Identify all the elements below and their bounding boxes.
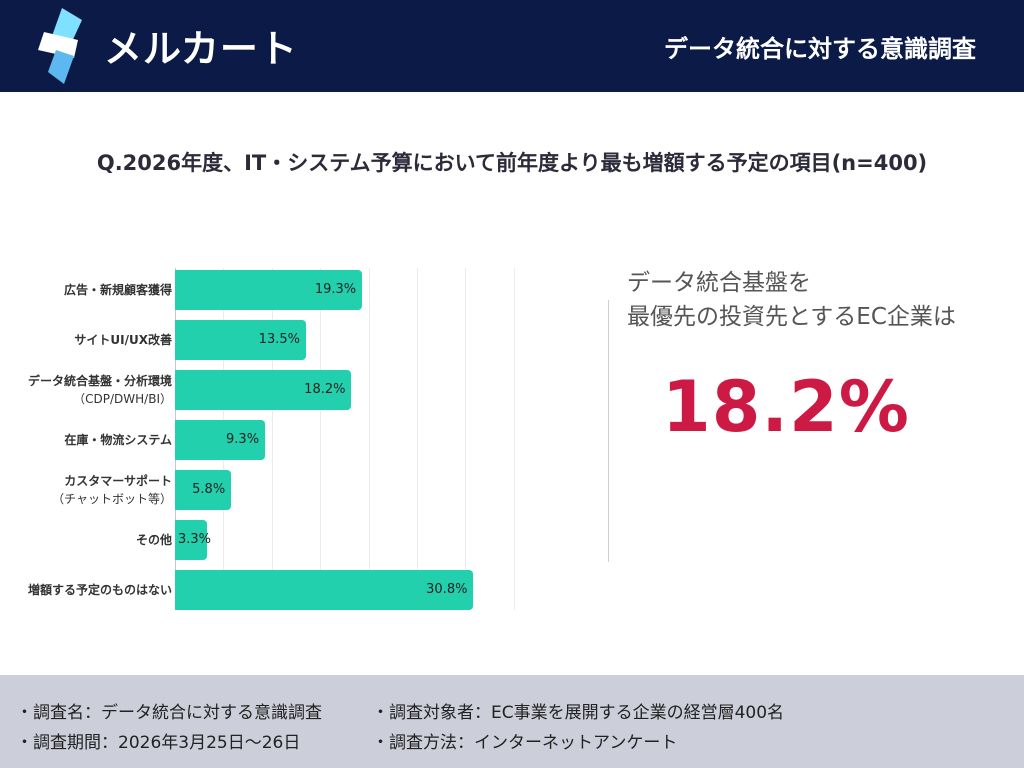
category-name: サイトUI/UX改善 (74, 333, 172, 347)
bar (175, 370, 352, 410)
bar (175, 420, 266, 460)
highlight-line-1: データ統合基盤を (627, 270, 811, 296)
bar-value-label: 5.8% (192, 482, 226, 497)
brand-name: メルカート (104, 27, 298, 71)
survey-title: データ統合に対する意識調査 (664, 35, 976, 63)
brand-logo-icon (38, 8, 82, 84)
category-sub: （チャットボット等） (52, 492, 172, 506)
footer-survey-name: ・調査名：データ統合に対する意識調査 (16, 703, 322, 723)
bar (175, 320, 306, 360)
footer: ・調査名：データ統合に対する意識調査 ・調査対象者：EC事業を展開する企業の経営… (0, 675, 1024, 768)
divider (608, 300, 609, 562)
category-name: 増額する予定のものはない (27, 583, 172, 597)
category-label: 増額する予定のものはない (28, 581, 172, 599)
category-label: 在庫・物流システム (64, 431, 172, 449)
category-label: サイトUI/UX改善 (74, 331, 172, 349)
question-title: Q.2026年度、IT・システム予算において前年度より最も増額する予定の項目(n… (96, 151, 928, 175)
highlight-line-2: 最優先の投資先とするEC企業は (627, 304, 956, 330)
bar-value-label: 9.3% (226, 432, 260, 447)
bar-value-label: 13.5% (258, 332, 300, 347)
category-name: 広告・新規顧客獲得 (63, 283, 172, 297)
bar-value-label: 18.2% (304, 382, 346, 397)
bar (175, 470, 232, 510)
header: メルカート データ統合に対する意識調査 (0, 0, 1024, 92)
category-name: 在庫・物流システム (64, 433, 172, 447)
highlight-caption: データ統合基盤を 最優先の投資先とするEC企業は (627, 266, 956, 334)
footer-survey-target: ・調査対象者：EC事業を展開する企業の経営層400名 (372, 703, 785, 723)
gridline (465, 268, 467, 610)
category-label: カスタマーサポート （チャットボット等） (52, 472, 172, 508)
bar (175, 520, 207, 560)
gridline (368, 268, 370, 610)
category-sub: （CDP/DWH/BI） (73, 392, 172, 406)
footer-survey-method: ・調査方法：インターネットアンケート (372, 733, 678, 753)
highlight-value: 18.2% (662, 366, 910, 448)
category-label: その他 (136, 531, 172, 549)
bar-value-label: 19.3% (314, 282, 357, 297)
bar (175, 570, 474, 610)
category-name: データ統合基盤・分析環境 (27, 374, 172, 388)
category-name: カスタマーサポート (64, 474, 172, 488)
gridline (320, 268, 322, 610)
category-label: データ統合基盤・分析環境 （CDP/DWH/BI） (28, 372, 172, 408)
category-label: 広告・新規顧客獲得 (64, 281, 172, 299)
gridline (271, 268, 273, 610)
footer-survey-period: ・調査期間：2026年3月25日〜26日 (16, 733, 301, 753)
bar (175, 270, 362, 310)
bar-value-label: 3.3% (178, 532, 212, 547)
category-name: その他 (135, 533, 172, 547)
gridline (513, 268, 515, 610)
bar-value-label: 30.8% (426, 582, 468, 597)
gridline (417, 268, 418, 610)
